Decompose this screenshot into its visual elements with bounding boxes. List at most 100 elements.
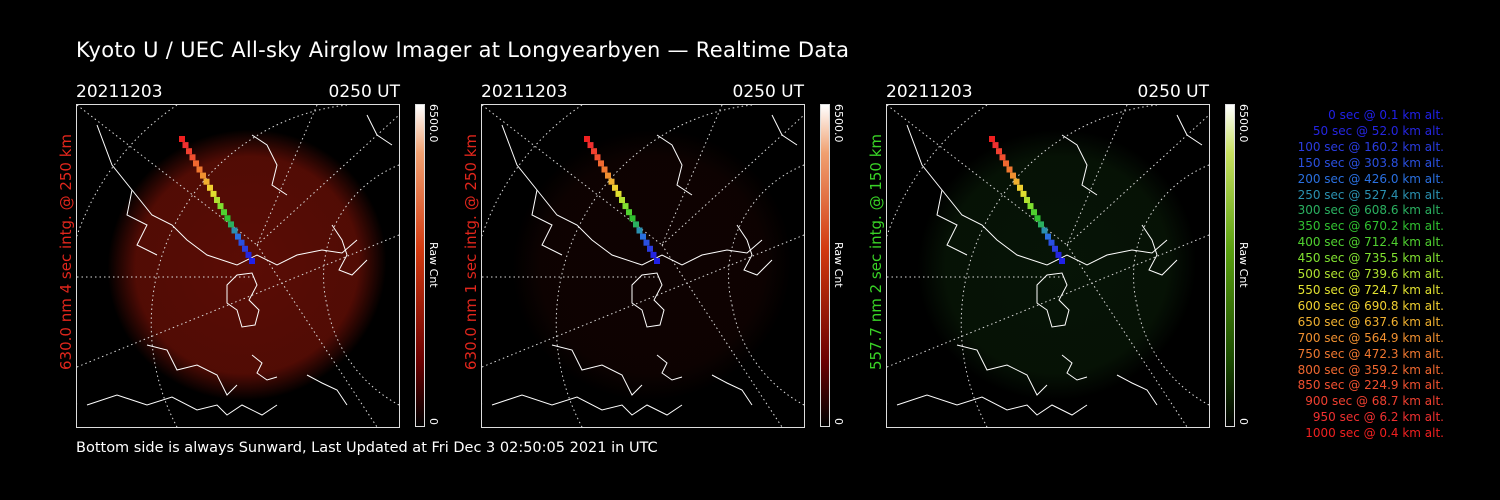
legend-row: 1000 sec @ 0.4 km alt. — [1305, 426, 1444, 441]
airglow-field — [107, 129, 387, 401]
grid-line — [256, 114, 399, 246]
trajectory-point — [640, 233, 646, 240]
trajectory-point — [1048, 239, 1055, 246]
grid-line — [482, 105, 663, 246]
panel-3-time: 0250 UT — [1137, 82, 1210, 102]
trajectory-point — [594, 154, 601, 161]
trajectory-point — [605, 172, 611, 179]
coastline — [251, 134, 288, 196]
coastline — [551, 344, 643, 396]
legend-row: 800 sec @ 359.2 km alt. — [1297, 362, 1444, 377]
grid-line — [728, 164, 804, 306]
panel-3-cbar-max: 6500.0 — [1237, 104, 1250, 143]
coastline — [491, 394, 683, 416]
legend-row: 250 sec @ 527.4 km alt. — [1297, 187, 1444, 202]
grid-line — [77, 105, 258, 246]
trajectory-point — [587, 142, 594, 149]
trajectory-point — [1034, 215, 1041, 222]
coastline — [226, 272, 260, 328]
grid-line — [1136, 304, 1209, 406]
trajectory-point — [1003, 160, 1009, 167]
coastline — [906, 124, 1168, 266]
trajectory-point — [626, 209, 632, 216]
trajectory-point — [1045, 233, 1051, 240]
legend-row: 350 sec @ 670.2 km alt. — [1297, 219, 1444, 234]
coastline — [501, 124, 763, 266]
grid-line — [1066, 114, 1209, 246]
panel-1-date: 20211203 — [76, 82, 163, 102]
legend-row: 750 sec @ 472.3 km alt. — [1297, 346, 1444, 361]
panel-2-colorbar — [820, 104, 830, 427]
grid-line — [555, 105, 753, 427]
panel-1-time: 0250 UT — [328, 82, 401, 102]
coastline — [1061, 134, 1098, 196]
trajectory-point — [1055, 251, 1062, 258]
coastline — [331, 224, 368, 276]
trajectory-point — [636, 227, 643, 234]
coastline — [366, 114, 393, 146]
panel-3-side-label: 557.7 nm 2 sec intg. @ 150 km — [867, 133, 885, 370]
coastline — [656, 134, 693, 196]
coastline — [936, 189, 968, 256]
coastline — [1141, 224, 1178, 276]
panel-3-date: 20211203 — [886, 82, 973, 102]
trajectory-point — [1052, 245, 1058, 252]
coastline — [1176, 114, 1203, 146]
trajectory-point — [228, 221, 234, 228]
panel-2-cbar-unit: Raw Cnt — [832, 242, 845, 288]
legend-row: 900 sec @ 68.7 km alt. — [1305, 394, 1444, 409]
legend-row: 50 sec @ 52.0 km alt. — [1312, 123, 1444, 138]
trajectory-point — [217, 203, 224, 210]
grid-line — [887, 105, 1068, 246]
trajectory-point — [207, 184, 213, 191]
coastline — [531, 189, 563, 256]
panel-3-cbar-min: 0 — [1237, 418, 1250, 425]
coastline — [86, 394, 278, 416]
trajectory-point — [619, 197, 625, 203]
trajectory-point — [622, 203, 629, 210]
panel-3-image — [886, 104, 1210, 428]
legend-row: 650 sec @ 637.6 km alt. — [1297, 314, 1444, 329]
trajectory-point — [210, 190, 217, 197]
trajectory-point — [608, 178, 615, 185]
coastline — [896, 394, 1088, 416]
coastline — [146, 344, 238, 396]
trajectory-point — [242, 245, 248, 252]
grid-line — [150, 105, 348, 427]
page-title: Kyoto U / UEC All-sky Airglow Imager at … — [76, 38, 850, 62]
trajectory-point — [193, 160, 199, 167]
legend-row: 600 sec @ 690.8 km alt. — [1297, 298, 1444, 313]
grid-line — [731, 304, 804, 406]
coastline — [956, 344, 1048, 396]
panel-1-cbar-unit: Raw Cnt — [427, 242, 440, 288]
coastline — [126, 189, 158, 256]
grid-line — [960, 105, 1158, 427]
trajectory-point — [1059, 258, 1065, 264]
trajectory-point — [238, 239, 245, 246]
trajectory-point — [633, 221, 639, 228]
trajectory-point — [999, 154, 1006, 161]
legend-row: 850 sec @ 224.9 km alt. — [1297, 378, 1444, 393]
trajectory-point — [214, 197, 220, 203]
trajectory-point — [200, 172, 206, 179]
trajectory-point — [996, 148, 1002, 155]
trajectory-point — [601, 166, 608, 173]
trajectory-point — [1006, 166, 1013, 173]
trajectory-point — [647, 245, 653, 252]
trajectory-point — [196, 166, 203, 173]
grid-line — [1133, 164, 1209, 306]
legend-row: 400 sec @ 712.4 km alt. — [1297, 235, 1444, 250]
trajectory-point — [643, 239, 650, 246]
grid-line — [323, 164, 399, 306]
trajectory-point — [1027, 203, 1034, 210]
panel-1-image — [76, 104, 400, 428]
trajectory-point — [989, 136, 995, 142]
trajectory-point — [1010, 172, 1016, 179]
trajectory-point — [179, 136, 185, 142]
trajectory-point — [224, 215, 231, 222]
coastline — [656, 354, 683, 381]
airglow-field — [917, 129, 1197, 401]
trajectory-point — [598, 160, 604, 167]
panel-1-cbar-min: 0 — [427, 418, 440, 425]
trajectory-point — [615, 190, 622, 197]
